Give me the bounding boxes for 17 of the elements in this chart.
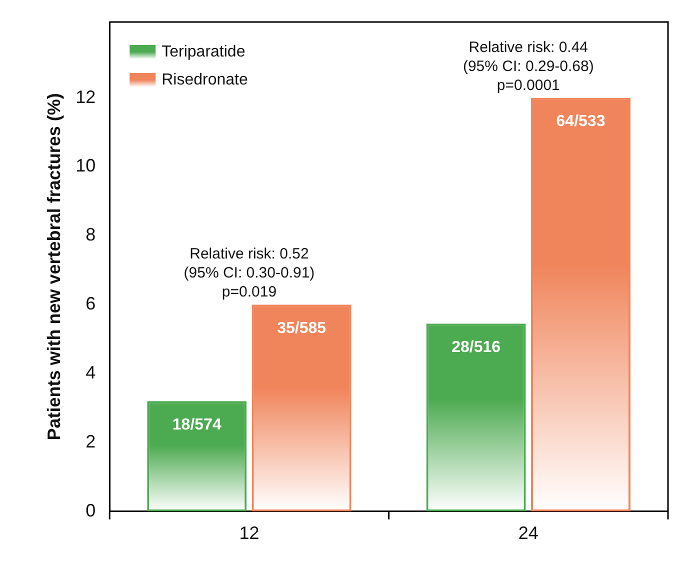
y-tick-label: 10 [76,156,96,176]
annotation: Relative risk: 0.52 (95% CI: 0.30-0.91) p=0.019 [184,246,315,301]
annotation: Relative risk: 0.44 (95% CI: 0.29-0.68) p=0.0001 [462,38,594,94]
data-label: 64/533 [556,113,606,130]
legend-label: Risedronate [162,71,248,88]
data-label: 18/574 [172,416,222,434]
x-tick-label: 24 [518,523,538,544]
y-tick-label: 12 [76,86,96,107]
data-label: 35/585 [277,320,326,338]
y-tick-label: 0 [86,500,96,520]
y-tick-label: 4 [86,362,96,383]
data-label: 28/516 [452,338,501,356]
y-tick-label: 8 [86,224,96,245]
y-tick-label: 6 [86,294,96,314]
legend-label: Teriparatide [162,43,246,60]
y-tick-label: 2 [86,431,96,452]
y-axis-title: Patients with new vertebral fractures (%) [44,93,64,440]
